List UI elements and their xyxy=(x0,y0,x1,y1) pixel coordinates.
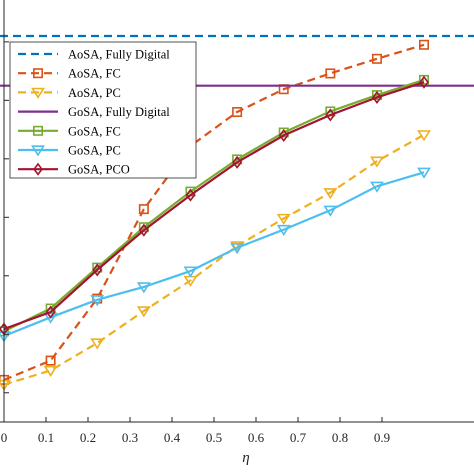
series-line-6 xyxy=(3,81,425,331)
legend-marker xyxy=(32,68,43,79)
data-point xyxy=(43,365,58,377)
legend-marker xyxy=(32,125,43,136)
series-line-5 xyxy=(3,171,425,338)
legend-label: AoSA, PC xyxy=(68,86,121,100)
data-point xyxy=(92,263,103,277)
axes-layer xyxy=(0,0,474,423)
data-point xyxy=(278,128,289,142)
x-tick-label: 0.5 xyxy=(206,430,222,445)
data-point xyxy=(230,243,245,255)
data-point xyxy=(45,355,56,366)
legend-marker xyxy=(31,145,45,157)
x-tick-label: 0.8 xyxy=(332,430,348,445)
legend-label: GoSA, FC xyxy=(68,124,121,138)
data-point xyxy=(276,224,291,237)
series-5 xyxy=(0,167,431,343)
x-tick-label: 0 xyxy=(1,430,8,445)
legend-label: AoSA, FC xyxy=(68,67,121,81)
data-point xyxy=(232,155,242,169)
data-point xyxy=(185,188,196,202)
legend-marker xyxy=(31,87,45,99)
data-point xyxy=(136,282,151,294)
data-point xyxy=(325,68,336,79)
data-point xyxy=(323,188,338,200)
data-point xyxy=(370,156,384,168)
x-tick-label: 0.7 xyxy=(290,430,307,445)
data-point xyxy=(372,90,382,104)
data-point xyxy=(43,312,58,324)
data-point xyxy=(138,204,149,215)
data-point xyxy=(418,39,429,50)
data-point xyxy=(417,130,431,142)
legend-entry: AoSA, FC xyxy=(18,67,121,81)
data-point xyxy=(232,107,243,118)
series-line-4 xyxy=(3,78,425,333)
data-point xyxy=(45,305,56,319)
legend-entry: GoSA, Fully Digital xyxy=(18,105,170,119)
data-point xyxy=(323,205,338,217)
data-point xyxy=(370,181,384,193)
legend-label: AoSA, Fully Digital xyxy=(68,48,170,62)
legend-entry: GoSA, PC xyxy=(18,144,121,158)
x-tick-label: 0.3 xyxy=(122,430,138,445)
data-point xyxy=(90,295,105,307)
series-layer xyxy=(0,34,474,392)
data-point xyxy=(138,223,149,237)
series-6 xyxy=(0,75,429,336)
x-axis-label: η xyxy=(242,450,249,466)
data-point xyxy=(418,74,429,85)
data-point xyxy=(417,167,431,179)
data-point xyxy=(276,213,291,225)
data-point xyxy=(90,338,105,350)
legend-entry: AoSA, PC xyxy=(18,86,121,100)
legend-label: GoSA, PCO xyxy=(68,163,130,177)
legend: AoSA, Fully Digital AoSA, FC AoSA, PC GoSA,… xyxy=(9,41,197,179)
x-tick-label: 0.1 xyxy=(38,430,54,445)
data-point xyxy=(371,53,382,64)
legend-box xyxy=(9,41,197,179)
x-tick-label: 0.9 xyxy=(374,430,390,445)
x-tick-label: 0.2 xyxy=(80,430,96,445)
legend-entry: AoSA, Fully Digital xyxy=(18,48,170,62)
data-point xyxy=(183,266,198,278)
x-ticks: 0 0.1 0.2 0.3 0.4 0.5 0.6 0.7 0.8 0.9 xyxy=(1,41,390,445)
legend-label: GoSA, PC xyxy=(68,144,121,158)
x-tick-label: 0.6 xyxy=(248,430,265,445)
legend-entry: GoSA, FC xyxy=(18,124,121,138)
data-point xyxy=(325,108,336,122)
series-line-2 xyxy=(3,133,425,386)
legend-marker xyxy=(33,162,43,176)
data-point xyxy=(419,75,429,89)
data-point xyxy=(136,306,151,318)
legend-label: GoSA, Fully Digital xyxy=(68,105,170,119)
legend-entry: GoSA, PCO xyxy=(18,162,130,177)
x-tick-label: 0.4 xyxy=(164,430,181,445)
